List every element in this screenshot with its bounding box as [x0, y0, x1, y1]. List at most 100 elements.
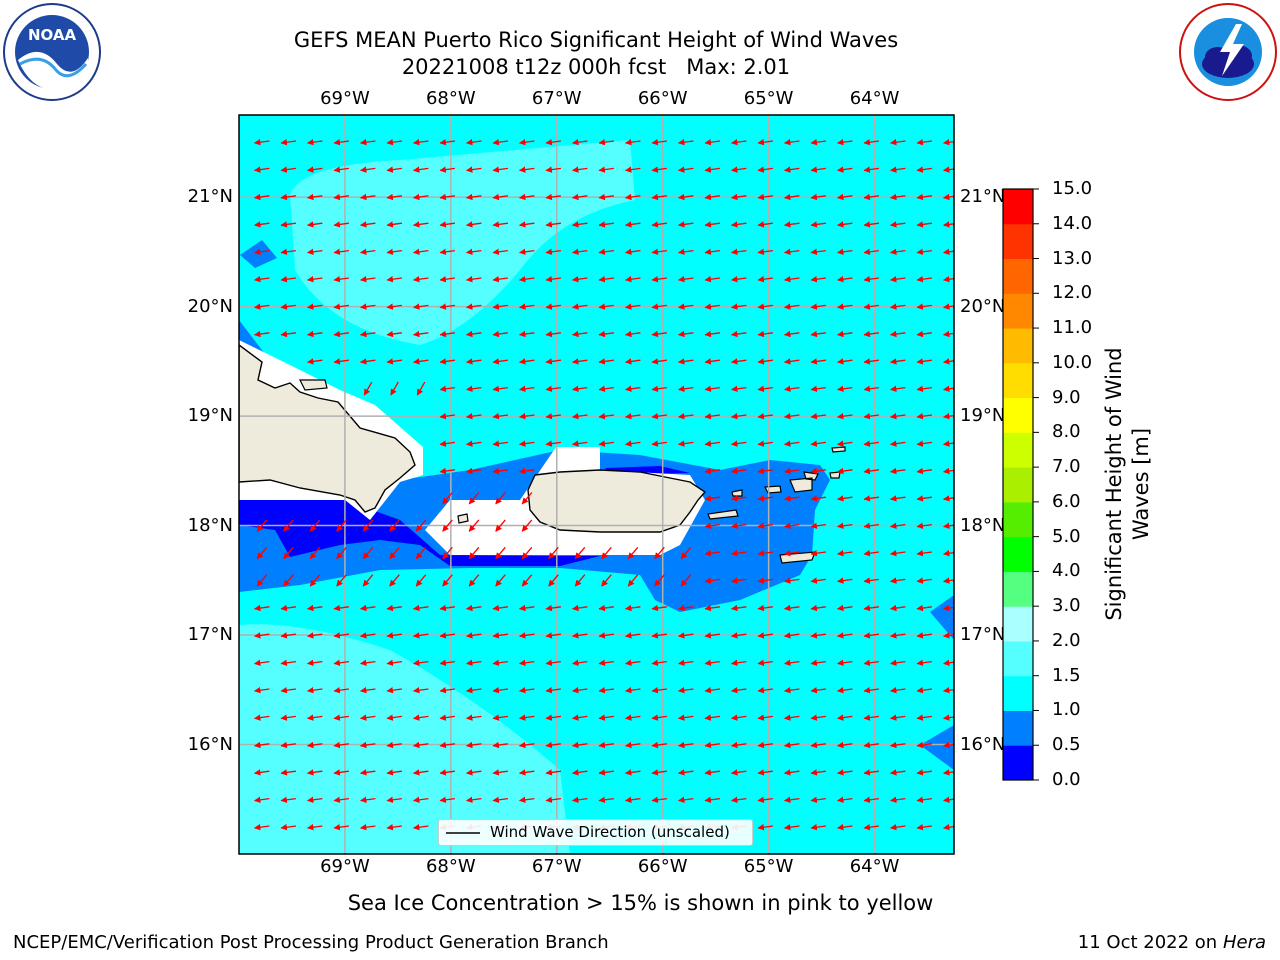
wave-direction-arrow: [810, 330, 826, 338]
wave-direction-arrow: [730, 549, 747, 557]
wave-direction-arrow: [439, 686, 455, 694]
wave-direction-arrow: [624, 330, 641, 338]
wave-direction-arrow: [889, 686, 906, 694]
wave-direction-arrow: [465, 303, 482, 310]
wave-direction-arrow: [253, 303, 270, 310]
wave-direction-arrow: [783, 577, 800, 584]
wave-direction-arrow: [518, 412, 535, 420]
wave-direction-arrow: [889, 823, 906, 831]
wave-direction-arrow: [598, 604, 614, 612]
longitude-label: 65°W: [743, 88, 794, 109]
wave-direction-arrow: [863, 769, 879, 776]
wave-direction-arrow: [439, 303, 455, 310]
longitude-label: 65°W: [743, 856, 794, 877]
colorbar-cell: [1003, 745, 1033, 781]
wave-direction-arrow: [810, 440, 826, 447]
wave-direction-arrow: [889, 166, 906, 173]
wave-direction-arrow: [598, 686, 614, 694]
wave-direction-arrow: [518, 166, 535, 173]
wind-wave-direction-arrows: [253, 138, 954, 831]
wave-direction-arrow: [863, 659, 879, 667]
longitude-label: 66°W: [637, 88, 688, 109]
wave-direction-arrow: [412, 221, 429, 228]
wave-direction-arrow: [333, 769, 349, 776]
footer-machine: Hera: [1222, 932, 1266, 953]
wave-direction-arrow: [730, 440, 747, 447]
wave-direction-arrow: [571, 166, 588, 173]
wave-direction-arrow: [545, 440, 561, 447]
wave-direction-arrow: [916, 138, 932, 146]
wave-direction-arrow: [836, 823, 853, 831]
wave-direction-arrow: [836, 385, 853, 393]
wave-direction-arrow: [677, 166, 694, 173]
wave-direction-arrow: [412, 796, 429, 804]
wave-direction-arrow: [704, 769, 720, 776]
wave-direction-arrow: [333, 166, 349, 173]
wave-direction-arrow: [521, 492, 533, 505]
wave-direction-arrow: [416, 381, 426, 396]
wave-direction-arrow: [598, 248, 614, 256]
land-vieques-culebra: [707, 489, 743, 520]
wave-direction-arrow: [757, 193, 773, 201]
wave-direction-arrow: [757, 467, 773, 475]
wave-direction-arrow: [730, 796, 747, 804]
wave-direction-arrow: [465, 604, 482, 612]
wave-direction-arrow: [545, 686, 561, 694]
wave-direction-arrow: [651, 796, 667, 804]
wave-direction-arrow: [810, 632, 826, 639]
wave-direction-arrow: [439, 796, 455, 804]
wave-direction-arrow: [704, 330, 720, 338]
wave-direction-arrow: [256, 519, 268, 532]
colorbar-tick-label: 3.0: [1052, 595, 1081, 617]
colorbar-cell: [1003, 501, 1033, 538]
wave-direction-arrow: [333, 221, 349, 228]
wave-direction-arrow: [677, 632, 694, 639]
wave-direction-arrow: [571, 686, 588, 694]
wave-direction-arrow: [651, 221, 667, 228]
wave-region-patch-southeast: [920, 725, 954, 770]
wave-direction-arrow: [545, 385, 561, 393]
wave-direction-arrow: [386, 193, 402, 201]
wave-direction-arrow: [306, 741, 323, 749]
wave-direction-arrow: [412, 632, 429, 639]
wave-direction-arrow: [704, 522, 720, 530]
wave-direction-arrow: [306, 632, 323, 639]
wave-direction-arrow: [942, 659, 954, 667]
wave-direction-arrow: [412, 686, 429, 694]
wave-direction-arrow: [465, 330, 482, 338]
wave-direction-arrow: [704, 275, 720, 283]
wave-direction-arrow: [942, 741, 954, 749]
wave-direction-arrow: [889, 495, 906, 502]
wave-direction-arrow: [704, 385, 720, 393]
land-puerto-rico: [527, 469, 707, 533]
wave-direction-arrow: [730, 604, 747, 612]
wave-direction-arrow: [757, 166, 773, 173]
wave-direction-arrow: [386, 714, 402, 721]
wave-direction-arrow: [518, 275, 535, 283]
wave-direction-arrow: [783, 275, 800, 283]
wave-direction-arrow: [280, 714, 296, 721]
wave-direction-arrow: [889, 549, 906, 557]
wave-direction-arrow: [253, 769, 270, 776]
wave-direction-arrow: [465, 248, 482, 256]
wave-direction-arrow: [810, 385, 826, 393]
wave-direction-arrow: [757, 303, 773, 310]
wave-direction-arrow: [624, 358, 641, 365]
wave-direction-arrow: [783, 221, 800, 228]
wave-direction-arrow: [730, 303, 747, 310]
wave-direction-arrow: [730, 412, 747, 420]
wave-direction-arrow: [916, 577, 932, 584]
wave-direction-arrow: [836, 714, 853, 721]
wave-direction-arrow: [359, 358, 376, 365]
wave-direction-arrow: [704, 221, 720, 228]
sea-ice-note: Sea Ice Concentration > 15% is shown in …: [347, 891, 934, 915]
wave-direction-arrow: [306, 686, 323, 694]
longitude-label: 67°W: [531, 856, 582, 877]
wave-direction-arrow: [757, 632, 773, 639]
wave-direction-arrow: [624, 221, 641, 228]
wave-direction-arrow: [306, 358, 323, 365]
wave-direction-arrow: [412, 193, 429, 201]
wave-direction-arrow: [730, 275, 747, 283]
wave-direction-arrow: [836, 467, 853, 475]
